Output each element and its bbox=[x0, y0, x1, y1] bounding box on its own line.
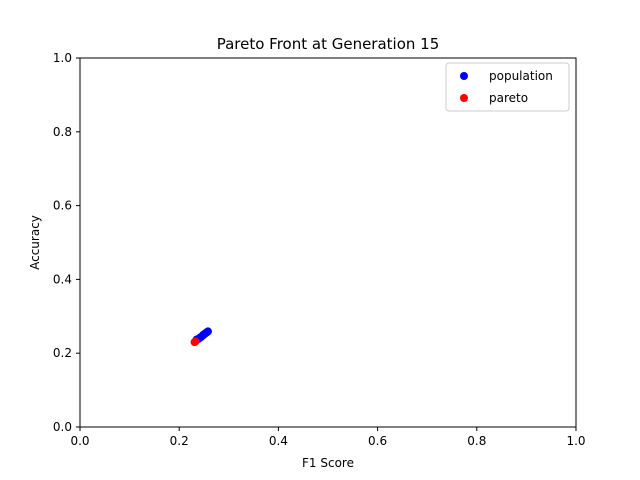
legend-marker-population bbox=[460, 72, 468, 80]
x-tick-label: 0.0 bbox=[70, 434, 89, 448]
legend-label-pareto: pareto bbox=[489, 91, 528, 105]
x-tick-label: 0.4 bbox=[269, 434, 288, 448]
y-axis-ticks: 0.0 0.2 0.4 0.6 0.8 1.0 bbox=[53, 51, 80, 434]
legend-label-population: population bbox=[489, 69, 553, 83]
point-population bbox=[203, 327, 212, 336]
y-tick-label: 0.0 bbox=[53, 420, 72, 434]
x-tick-label: 0.6 bbox=[368, 434, 387, 448]
x-axis-ticks: 0.0 0.2 0.4 0.6 0.8 1.0 bbox=[70, 427, 586, 448]
plot-frame bbox=[79, 57, 577, 428]
y-tick-label: 0.2 bbox=[53, 346, 72, 360]
legend-marker-pareto bbox=[460, 94, 468, 102]
y-tick-label: 0.6 bbox=[53, 199, 72, 213]
x-tick-label: 0.8 bbox=[467, 434, 486, 448]
y-tick-label: 0.8 bbox=[53, 125, 72, 139]
legend-box bbox=[445, 62, 570, 112]
x-axis-label: F1 Score bbox=[302, 456, 354, 470]
y-tick-label: 1.0 bbox=[53, 51, 72, 65]
legend: population pareto bbox=[445, 62, 570, 112]
x-tick-label: 1.0 bbox=[566, 434, 585, 448]
x-tick-label: 0.2 bbox=[170, 434, 189, 448]
y-axis-label: Accuracy bbox=[28, 215, 42, 270]
y-tick-label: 0.4 bbox=[53, 272, 72, 286]
chart-title: Pareto Front at Generation 15 bbox=[217, 35, 440, 53]
points-layer bbox=[190, 327, 212, 347]
point-pareto bbox=[191, 337, 200, 346]
